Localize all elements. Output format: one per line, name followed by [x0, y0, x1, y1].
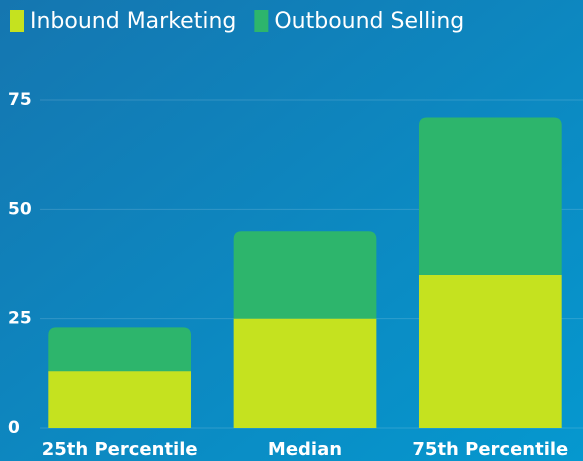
legend-label: Inbound Marketing — [30, 9, 236, 34]
bar-segment — [418, 274, 562, 428]
y-tick-label: 25 — [8, 309, 32, 329]
y-tick-label: 0 — [8, 418, 20, 438]
legend-swatch — [254, 10, 269, 32]
bar-segment — [418, 117, 562, 275]
x-tick-label: 75th Percentile — [412, 439, 568, 460]
x-tick-label: 25th Percentile — [42, 439, 198, 460]
legend-swatch — [10, 10, 24, 32]
bar-segment — [48, 327, 192, 372]
bar-segment — [48, 371, 192, 428]
bar-segment — [233, 231, 377, 319]
x-tick-label: Median — [268, 439, 342, 460]
bar-segment — [233, 318, 377, 428]
y-tick-label: 50 — [8, 199, 32, 219]
legend-label: Outbound Selling — [274, 9, 464, 34]
y-tick-label: 75 — [8, 90, 32, 110]
